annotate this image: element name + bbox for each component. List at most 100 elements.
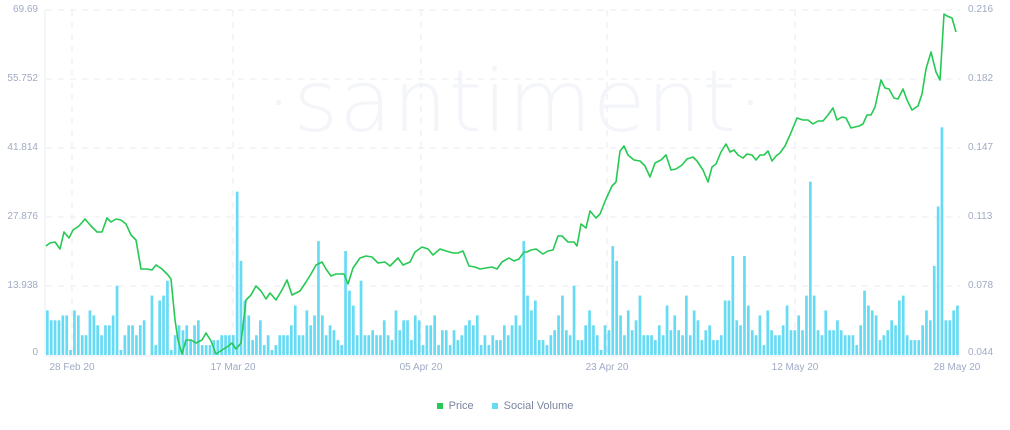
social-volume-bar — [576, 340, 580, 355]
social-volume-bar — [108, 325, 111, 355]
social-volume-bar — [119, 350, 123, 355]
social-volume-bar — [545, 345, 549, 355]
social-volume-bar — [216, 340, 220, 355]
social-volume-bar — [142, 320, 146, 355]
social-volume-bar — [235, 191, 239, 355]
social-volume-bar — [599, 350, 603, 355]
price-swatch-icon — [436, 403, 443, 409]
social-volume-bar — [259, 320, 262, 355]
social-volume-bar — [328, 325, 332, 355]
social-volume-bar — [557, 315, 560, 355]
social-volume-bar — [503, 325, 506, 355]
social-volume-bar — [673, 315, 677, 355]
social-volume-bar — [499, 340, 502, 355]
social-volume-bar — [441, 330, 444, 355]
social-volume-bar — [220, 335, 223, 355]
social-volume-bar — [805, 295, 808, 355]
social-volume-bar — [433, 315, 436, 355]
left-axis-tick: 0 — [32, 347, 38, 358]
social-volume-bar — [565, 330, 568, 355]
social-volume-bar — [514, 315, 518, 355]
left-axis-tick: 27.876 — [7, 211, 38, 222]
social-volume-bar — [173, 335, 177, 355]
social-volume-bar — [309, 325, 313, 355]
social-volume-bar — [413, 315, 417, 355]
social-volume-bar — [611, 246, 615, 355]
social-volume-bar — [646, 335, 649, 355]
social-volume-bar — [239, 260, 243, 355]
social-volume-bar — [46, 310, 49, 355]
social-volume-bar — [158, 300, 161, 355]
social-volume-bar — [247, 315, 251, 355]
legend-item-social-volume[interactable]: Social Volume — [491, 400, 573, 412]
right-axis-tick: 0.078 — [968, 280, 994, 291]
social-volume-bar — [317, 241, 320, 355]
social-volume-bar — [274, 345, 278, 355]
social-volume-bar — [607, 330, 611, 355]
social-volume-bar — [801, 330, 804, 355]
social-volume-bar — [255, 335, 258, 355]
social-volume-bar — [747, 305, 750, 355]
social-volume-bar — [69, 350, 72, 355]
social-volume-bar — [321, 315, 324, 355]
social-volume-bar — [886, 330, 890, 355]
legend-label: Price — [448, 400, 474, 412]
social-volume-bar — [344, 251, 347, 355]
social-volume-bar — [115, 285, 119, 355]
social-volume-bar — [77, 315, 80, 355]
social-volume-bar — [634, 320, 638, 355]
social-volume-bar — [336, 340, 340, 355]
social-volume-bar — [781, 325, 785, 355]
social-volume-bar — [398, 330, 402, 355]
social-volume-bar — [417, 320, 421, 355]
social-volume-bar — [290, 325, 293, 355]
x-axis-tick: 28 Feb 20 — [49, 362, 95, 373]
right-axis-tick: 0.182 — [968, 73, 994, 84]
social-volume-bar — [948, 320, 952, 355]
social-volume-bar — [530, 310, 533, 355]
social-volume-bar — [464, 325, 467, 355]
social-volume-bar — [909, 340, 913, 355]
social-volume-bar — [394, 310, 398, 355]
social-volume-bar — [925, 310, 928, 355]
social-volume-bar — [297, 335, 301, 355]
social-volume-bar — [735, 320, 739, 355]
left-axis-tick: 55.752 — [7, 73, 38, 84]
social-volume-bar — [197, 320, 200, 355]
social-volume-bar — [371, 330, 374, 355]
social-volume-bar — [913, 340, 917, 355]
social-volume-bar — [692, 310, 696, 355]
social-volume-bar — [421, 345, 425, 355]
social-volume-bar — [677, 330, 680, 355]
social-volume-bar — [878, 340, 882, 355]
social-volume-bar — [57, 320, 61, 355]
social-volume-bar — [154, 345, 158, 355]
social-volume-bar — [665, 305, 669, 355]
social-volume-bar — [251, 340, 254, 355]
legend-item-price[interactable]: Price — [436, 400, 474, 412]
social-volume-bar — [917, 340, 921, 355]
social-volume-bar — [669, 330, 673, 355]
social-volume-bar — [189, 340, 192, 355]
social-volume-bar — [615, 260, 618, 355]
social-volume-bar — [460, 335, 464, 355]
social-volume-bar — [894, 325, 897, 355]
right-axis-tick: 0.044 — [968, 347, 994, 358]
social-volume-bar — [425, 325, 429, 355]
price-line — [45, 13, 957, 355]
social-volume-bar — [390, 340, 394, 355]
social-volume-bar — [448, 345, 452, 355]
social-volume-bar — [506, 335, 510, 355]
social-volume-bar — [816, 330, 820, 355]
social-volume-bar — [53, 320, 57, 355]
social-volume-bar — [936, 206, 940, 355]
social-volume-bar — [472, 325, 475, 355]
social-volume-bar — [104, 325, 107, 355]
social-volume-bar — [111, 315, 115, 355]
social-volume-bar — [630, 330, 634, 355]
social-volume-bar — [487, 345, 491, 355]
social-volume-bar — [348, 290, 351, 355]
social-volume-bar — [483, 335, 487, 355]
gridlines — [44, 9, 960, 355]
social-volume-bar — [429, 325, 433, 355]
